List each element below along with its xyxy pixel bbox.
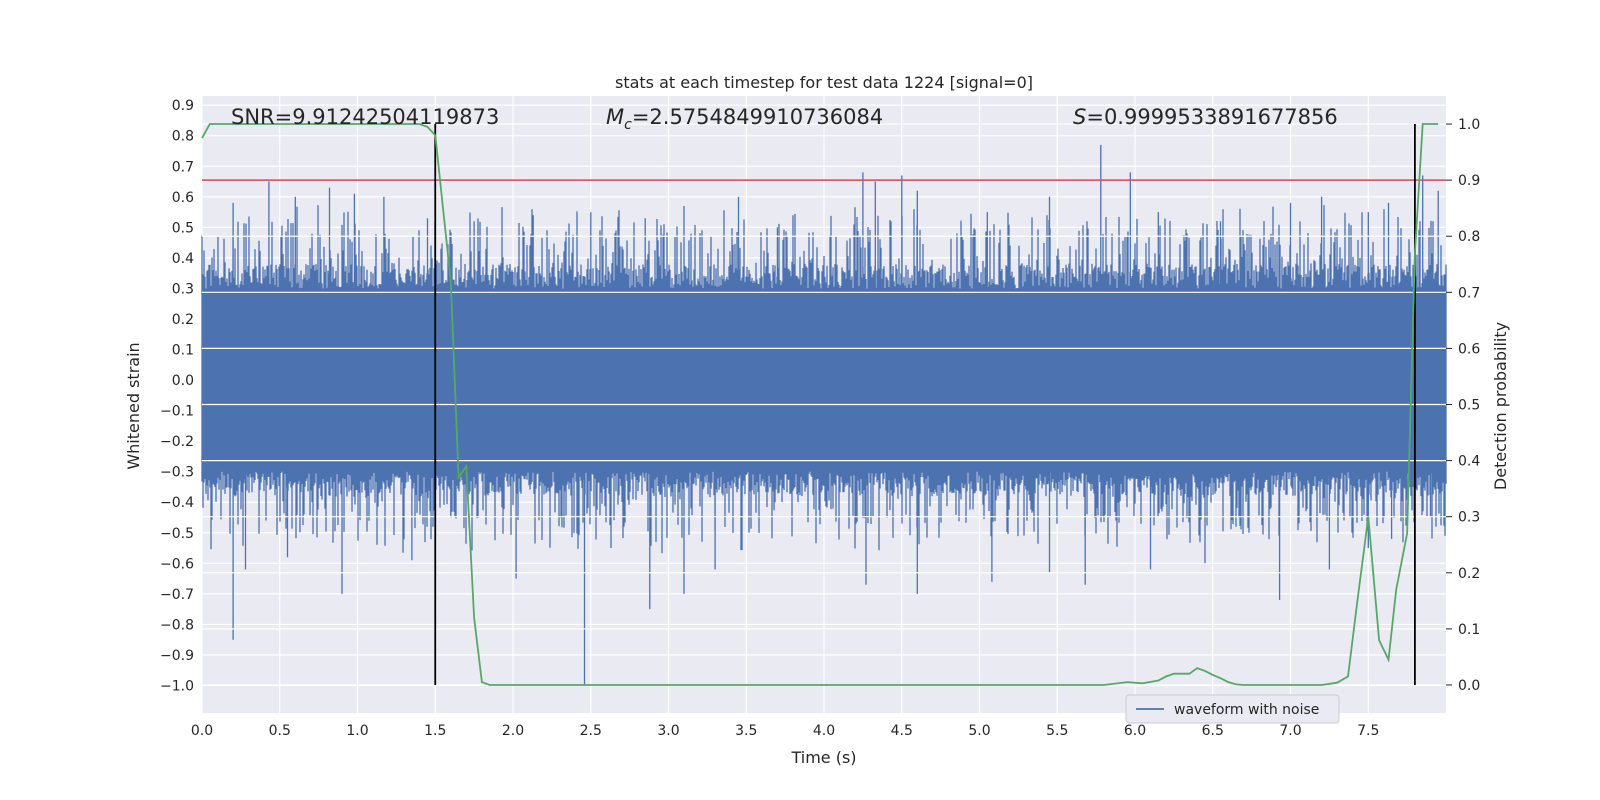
y-axis-label: Whitened strain xyxy=(124,342,143,469)
chirp-mass-symbol: M xyxy=(606,105,624,129)
y-tick-label: −0.3 xyxy=(160,465,194,481)
x-tick-label: 4.0 xyxy=(813,723,835,739)
y-tick-label: −0.5 xyxy=(160,526,194,542)
y-tick-label: 0.1 xyxy=(172,343,194,359)
y-tick-label: 0.5 xyxy=(172,220,194,236)
y-tick-label: 0.4 xyxy=(172,251,194,267)
chirp-mass-value: =2.5754849910736084 xyxy=(632,105,883,129)
x-tick-label: 3.0 xyxy=(657,723,679,739)
x-tick-label: 5.5 xyxy=(1046,723,1068,739)
y2-tick-label: 0.3 xyxy=(1458,510,1480,526)
y2-tick-label: 0.9 xyxy=(1458,173,1480,189)
chirp-mass-annotation: Mc=2.5754849910736084 xyxy=(606,105,883,133)
detection-probability-series xyxy=(201,123,1439,686)
statistic-value: =0.9999533891677856 xyxy=(1086,105,1337,129)
y-tick-label: −0.2 xyxy=(160,434,194,450)
legend-label: waveform with noise xyxy=(1174,702,1319,718)
x-tick-label: 7.0 xyxy=(1279,723,1301,739)
y2-axis-label: Detection probability xyxy=(1491,322,1510,490)
x-tick-label: 6.0 xyxy=(1124,723,1146,739)
x-tick-label: 5.0 xyxy=(968,723,990,739)
y-tick-label: −0.1 xyxy=(160,404,194,420)
y-tick-label: 0.3 xyxy=(172,281,194,297)
statistic-annotation: S=0.9999533891677856 xyxy=(1073,105,1338,129)
y2-tick-label: 0.5 xyxy=(1458,398,1480,414)
x-tick-label: 6.5 xyxy=(1202,723,1224,739)
x-tick-label: 1.0 xyxy=(346,723,368,739)
chart-title: stats at each timestep for test data 122… xyxy=(615,73,1033,92)
y-tick-label: −0.9 xyxy=(160,648,194,664)
x-tick-label: 0.0 xyxy=(191,723,213,739)
y-tick-label: −0.7 xyxy=(160,587,194,603)
y-tick-label: 0.8 xyxy=(172,129,194,145)
y-tick-label: −0.8 xyxy=(160,617,194,633)
y2-tick-label: 0.1 xyxy=(1458,622,1480,638)
statistic-symbol: S xyxy=(1073,105,1086,129)
y2-tick-label: 0.0 xyxy=(1458,678,1480,694)
x-tick-label: 2.5 xyxy=(580,723,602,739)
y2-tick-label: 1.0 xyxy=(1458,117,1480,133)
y-tick-label: −0.6 xyxy=(160,556,194,572)
y-tick-label: 0.7 xyxy=(172,159,194,175)
x-tick-label: 3.5 xyxy=(735,723,757,739)
strain-trace xyxy=(201,144,1447,686)
y2-tick-label: 0.4 xyxy=(1458,454,1480,470)
y-tick-label: −1.0 xyxy=(160,679,194,695)
x-axis-label: Time (s) xyxy=(790,748,856,767)
y-tick-label: 0.6 xyxy=(172,190,194,206)
x-tick-label: 2.0 xyxy=(502,723,524,739)
x-tick-label: 4.5 xyxy=(891,723,913,739)
y2-tick-label: 0.7 xyxy=(1458,285,1480,301)
snr-annotation: SNR=9.91242504119873 xyxy=(231,105,499,129)
y-tick-label: −0.4 xyxy=(160,495,194,511)
legend: waveform with noise xyxy=(1125,694,1340,724)
waveform-series xyxy=(201,144,1447,686)
legend-box xyxy=(1125,694,1340,724)
y-tick-labels: 0.9 0.8 0.7 0.6 0.5 0.4 0.3 0.2 0.1 0.0 −0.1 −0.2 −0… xyxy=(160,98,194,694)
x-tick-label: 0.5 xyxy=(269,723,291,739)
x-tick-labels: 0.0 0.5 1.0 1.5 2.0 2.5 3.0 3.5 4.0 4.5 5.0 5.5 6.0 6… xyxy=(191,723,1380,739)
x-tick-label: 1.5 xyxy=(424,723,446,739)
y2-tick-label: 0.8 xyxy=(1458,229,1480,245)
y2-tick-label: 0.6 xyxy=(1458,341,1480,357)
y2-tick-labels: 1.0 0.9 0.8 0.7 0.6 0.5 0.4 0.3 0.2 0.1 0.0 xyxy=(1446,117,1480,694)
grid-overlay xyxy=(202,123,1446,686)
x-tick-label: 7.5 xyxy=(1357,723,1379,739)
y-tick-label: 0.2 xyxy=(172,312,194,328)
chirp-mass-subscript: c xyxy=(624,117,632,133)
vertical-markers xyxy=(434,124,1416,685)
y2-tick-label: 0.2 xyxy=(1458,566,1480,582)
y-tick-label: 0.9 xyxy=(172,98,194,114)
y-tick-label: 0.0 xyxy=(172,373,194,389)
